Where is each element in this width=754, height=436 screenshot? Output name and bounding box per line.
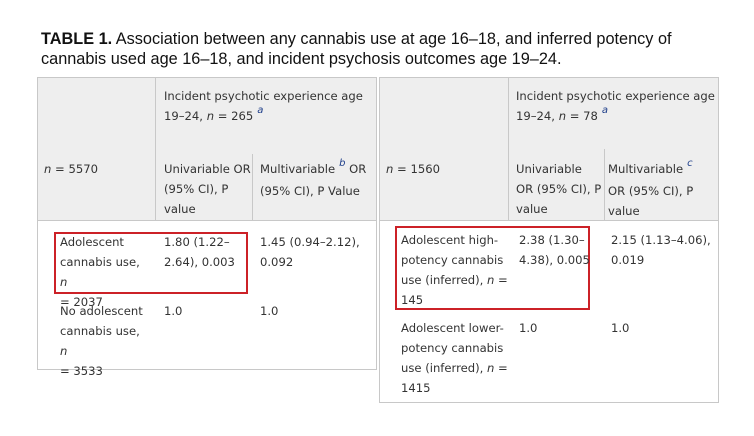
footnote-b-link[interactable]: b (339, 158, 346, 169)
left-multivariable-header: Multivariable b OR (95% CI), P Value (260, 158, 367, 198)
footnote-a-link[interactable]: a (257, 105, 264, 116)
row-label: Adolescent cannabis use, n = 2037 (60, 235, 140, 309)
right-header-divider-1 (508, 78, 509, 220)
right-table: Incident psychotic experience age 19–24,… (379, 77, 719, 403)
right-n-header: n = 1560 (386, 162, 440, 176)
left-table: Incident psychotic experience age 19–24,… (37, 77, 377, 378)
multivariable-value: 1.45 (0.94–2.12), 0.092 (260, 235, 360, 269)
table-caption: TABLE 1. Association between any cannabi… (41, 29, 731, 69)
right-header-divider-2 (604, 149, 605, 220)
right-multivariable-header: Multivariable c OR (95% CI), P value (608, 158, 694, 218)
right-group-header: Incident psychotic experience age 19–24,… (516, 89, 715, 123)
row-label: Adolescent lower- potency cannabis use (… (401, 321, 508, 395)
univariable-value: 1.0 (519, 321, 538, 335)
left-header-divider-2 (252, 154, 253, 220)
univariable-value: 2.38 (1.30– 4.38), 0.005 (519, 233, 590, 267)
highlight-box-right (395, 226, 590, 310)
left-group-header: Incident psychotic experience age 19–24,… (164, 89, 363, 123)
univariable-value: 1.80 (1.22– 2.64), 0.003 (164, 235, 235, 269)
right-univariable-header: Univariable OR (95% CI), P value (516, 162, 602, 216)
multivariable-value: 2.15 (1.13–4.06), 0.019 (611, 233, 711, 267)
left-univariable-header: Univariable OR (95% CI), P value (164, 162, 251, 216)
right-table-header (380, 78, 718, 221)
left-header-divider-1 (155, 78, 156, 220)
caption-label: TABLE 1. (41, 30, 113, 48)
left-n-header: n = 5570 (44, 162, 98, 176)
univariable-value: 1.0 (164, 304, 183, 318)
footnote-a-link[interactable]: a (601, 105, 609, 116)
caption-text: Association between any cannabis use at … (41, 30, 672, 68)
multivariable-value: 1.0 (611, 321, 630, 335)
row-label: No adolescent cannabis use, n = 3533 (60, 304, 143, 378)
highlight-box-left (54, 232, 248, 294)
row-label: Adolescent high- potency cannabis use (i… (401, 233, 508, 307)
left-table-header (38, 78, 376, 221)
multivariable-value: 1.0 (260, 304, 279, 318)
footnote-c-link[interactable]: c (687, 158, 693, 169)
